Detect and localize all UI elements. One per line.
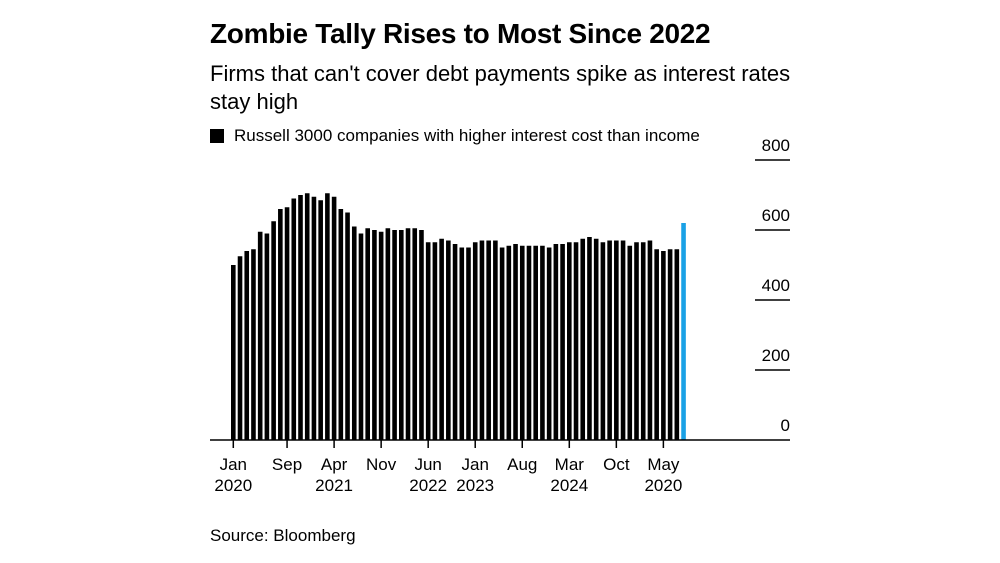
bar bbox=[654, 249, 659, 440]
bar bbox=[338, 209, 344, 440]
bar bbox=[627, 245, 633, 440]
chart-subtitle: Firms that can't cover debt payments spi… bbox=[210, 61, 791, 114]
bar bbox=[607, 240, 612, 440]
bar bbox=[640, 242, 646, 440]
bar bbox=[553, 244, 559, 440]
bar bbox=[278, 209, 283, 440]
y-tick-label: 800 bbox=[762, 136, 790, 155]
legend-label: Russell 3000 companies with higher inter… bbox=[234, 126, 700, 145]
y-tick-label: 200 bbox=[762, 346, 790, 365]
bar bbox=[466, 247, 471, 440]
x-tick-label: Jan bbox=[220, 455, 247, 474]
bar bbox=[674, 249, 680, 440]
bar bbox=[432, 242, 438, 440]
bar bbox=[412, 228, 418, 440]
chart-title: Zombie Tally Rises to Most Since 2022 bbox=[210, 18, 711, 49]
bar bbox=[271, 221, 276, 440]
x-tick-label: May bbox=[647, 455, 680, 474]
x-axis: Jan 2020 Sep Apr 2021 Nov Jun 2022 Jan 2023 Aug Mar… bbox=[214, 440, 682, 495]
bar bbox=[472, 242, 478, 440]
bar bbox=[304, 193, 310, 440]
bar bbox=[499, 247, 505, 440]
x-tick-label: Apr bbox=[321, 455, 348, 474]
bar bbox=[593, 238, 599, 440]
bar bbox=[439, 238, 444, 440]
bar bbox=[573, 242, 579, 440]
y-tick-label: 400 bbox=[762, 276, 790, 295]
bar bbox=[425, 242, 431, 440]
bar-latest bbox=[681, 223, 686, 440]
bar bbox=[399, 230, 404, 440]
legend-swatch bbox=[210, 129, 224, 143]
bar bbox=[331, 196, 337, 440]
bar bbox=[452, 244, 458, 440]
bar bbox=[291, 198, 297, 440]
x-tick-label: Sep bbox=[272, 455, 302, 474]
bar bbox=[231, 265, 236, 440]
bar bbox=[298, 195, 303, 440]
bar bbox=[385, 228, 391, 440]
bar bbox=[405, 228, 411, 440]
bar bbox=[237, 256, 243, 440]
bar bbox=[667, 249, 673, 440]
bar bbox=[257, 231, 263, 440]
bar bbox=[540, 245, 545, 440]
bar bbox=[533, 245, 538, 440]
x-tick-year-label: 2021 bbox=[315, 476, 353, 495]
bar bbox=[661, 251, 666, 440]
bar bbox=[325, 193, 330, 440]
bar bbox=[600, 242, 606, 440]
x-tick-year-label: 2020 bbox=[214, 476, 252, 495]
bar bbox=[587, 237, 592, 440]
x-tick-year-label: 2024 bbox=[550, 476, 588, 495]
bar bbox=[378, 231, 384, 440]
bar bbox=[459, 247, 465, 440]
bar bbox=[526, 245, 532, 440]
bar bbox=[345, 212, 350, 440]
x-tick-label: Jan bbox=[462, 455, 489, 474]
bar bbox=[358, 233, 364, 440]
bar bbox=[311, 196, 317, 440]
legend: Russell 3000 companies with higher inter… bbox=[210, 126, 700, 146]
x-tick-year-label: 2020 bbox=[644, 476, 682, 495]
bar bbox=[365, 228, 370, 440]
bar bbox=[446, 240, 451, 440]
y-axis: 0 200 400 600 800 bbox=[755, 136, 790, 435]
bar bbox=[318, 200, 323, 440]
bar bbox=[513, 244, 518, 440]
x-tick-year-label: 2023 bbox=[456, 476, 494, 495]
x-tick-label: Oct bbox=[603, 455, 630, 474]
y-tick-label: 0 bbox=[781, 416, 790, 435]
bar bbox=[567, 242, 572, 440]
bar bbox=[647, 240, 653, 440]
bars bbox=[231, 193, 686, 440]
bar bbox=[519, 245, 525, 440]
bar bbox=[419, 230, 424, 440]
bar bbox=[634, 242, 639, 440]
x-tick-year-label: 2022 bbox=[409, 476, 447, 495]
bar bbox=[244, 251, 250, 440]
bar bbox=[560, 244, 565, 440]
x-tick-label: Nov bbox=[366, 455, 397, 474]
bar bbox=[284, 207, 290, 440]
bar bbox=[392, 230, 397, 440]
bar bbox=[479, 240, 485, 440]
x-tick-label: Mar bbox=[555, 455, 585, 474]
x-tick-label: Jun bbox=[414, 455, 441, 474]
x-tick-label: Aug bbox=[507, 455, 537, 474]
bar bbox=[614, 240, 619, 440]
bar bbox=[372, 230, 377, 440]
bar bbox=[264, 233, 270, 440]
source-note: Source: Bloomberg bbox=[210, 526, 356, 545]
bar bbox=[620, 240, 626, 440]
bar bbox=[580, 238, 586, 440]
bar bbox=[486, 240, 491, 440]
bar bbox=[546, 247, 552, 440]
y-tick-label: 600 bbox=[762, 206, 790, 225]
bar bbox=[251, 249, 256, 440]
bar bbox=[351, 226, 357, 440]
bar bbox=[506, 245, 512, 440]
bar bbox=[493, 240, 498, 440]
